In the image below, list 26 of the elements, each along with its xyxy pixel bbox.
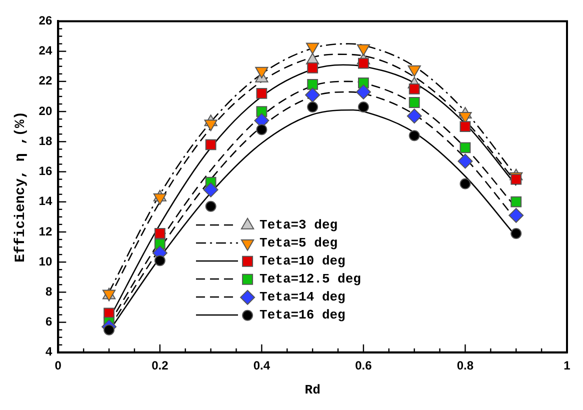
y-axis-title: Efficiency, η ,(%) (12, 111, 29, 262)
x-tick-label: 0.8 (456, 358, 474, 373)
y-tick-label: 4 (45, 344, 52, 359)
x-tick-label: 0.2 (152, 358, 169, 373)
y-tick-label: 8 (45, 284, 52, 298)
y-tick-label: 20 (38, 104, 52, 118)
legend-label: Teta=3 deg (260, 218, 338, 233)
legend-label: Teta=5 deg (260, 236, 338, 251)
legend-label: Teta=16 deg (260, 308, 346, 323)
y-tick-label: 14 (38, 194, 52, 208)
x-tick-label: 0.4 (253, 358, 270, 373)
x-tick-label: 0 (54, 358, 62, 373)
y-tick-label: 26 (38, 14, 52, 28)
y-tick-label: 24 (38, 44, 52, 58)
y-tick-label: 6 (45, 314, 52, 329)
y-tick-label: 18 (38, 134, 52, 148)
y-tick-label: 22 (38, 74, 52, 88)
x-tick-label: 1 (564, 358, 571, 373)
y-tick-label: 12 (38, 224, 52, 238)
x-axis-title: Rd (304, 382, 320, 398)
legend-label: Teta=10 deg (260, 254, 346, 269)
x-tick-label: 0.6 (355, 358, 372, 373)
legend-label: Teta=12.5 deg (260, 272, 362, 287)
y-tick-label: 16 (38, 164, 52, 178)
legend-label: Teta=14 deg (260, 290, 346, 305)
y-tick-label: 10 (38, 254, 52, 268)
